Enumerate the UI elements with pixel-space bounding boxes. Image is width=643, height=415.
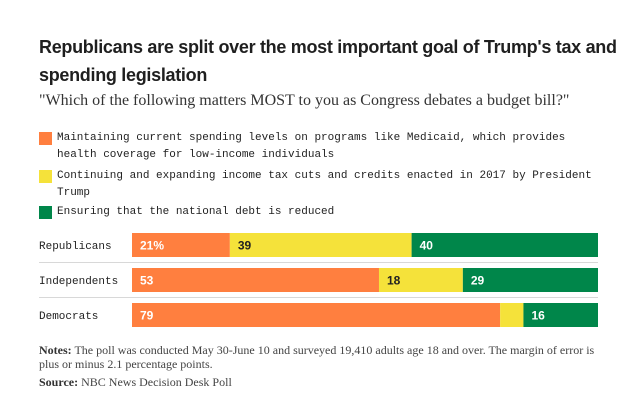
legend-swatch-yellow [39,170,52,183]
data-label-republicans-series-2: 39 [238,239,252,253]
data-label-independents-series-1: 53 [140,274,154,288]
category-label-republicans: Republicans [39,241,112,253]
legend-label-tax-cuts: Continuing and expanding income tax cuts… [57,170,592,199]
data-label-independents-series-3: 29 [471,274,485,288]
data-label-republicans-series-1: 21% [140,239,164,253]
data-label-democrats-series-1: 79 [140,309,154,323]
bar-republicans-series-3 [411,233,598,257]
bar-republicans-series-1 [132,233,230,257]
bar-democrats-series-3 [523,303,598,327]
legend-label-national-debt: Ensuring that the national debt is reduc… [57,206,335,218]
chart-subtitle: "Which of the following matters MOST to … [39,92,570,109]
bar-independents-series-1 [132,268,379,292]
bar-independents-series-2 [378,268,463,292]
legend-swatch-orange [39,132,52,145]
chart-source: Source: NBC News Decision Desk Poll [39,375,609,389]
category-label-democrats: Democrats [39,311,98,323]
data-label-democrats-series-3: 16 [531,309,545,323]
data-label-independents-series-2: 18 [387,274,401,288]
category-label-independents: Independents [39,276,118,288]
source-text: NBC News Decision Desk Poll [81,375,232,389]
bar-democrats-series-2 [500,303,524,327]
legend-swatch-green [39,206,52,219]
source-label: Source: [39,375,79,389]
data-label-republicans-series-3: 40 [420,239,434,253]
bar-independents-series-3 [462,268,598,292]
bar-democrats-series-1 [132,303,501,327]
notes-text: The poll was conducted May 30-June 10 an… [39,343,595,371]
notes-label: Notes: [39,343,72,357]
legend-label-medicaid: Maintaining current spending levels on p… [57,132,566,161]
bar-republicans-series-2 [229,233,412,257]
chart-title: Republicans are split over the most impo… [39,37,617,85]
chart-notes: Notes: The poll was conducted May 30-Jun… [39,343,609,371]
